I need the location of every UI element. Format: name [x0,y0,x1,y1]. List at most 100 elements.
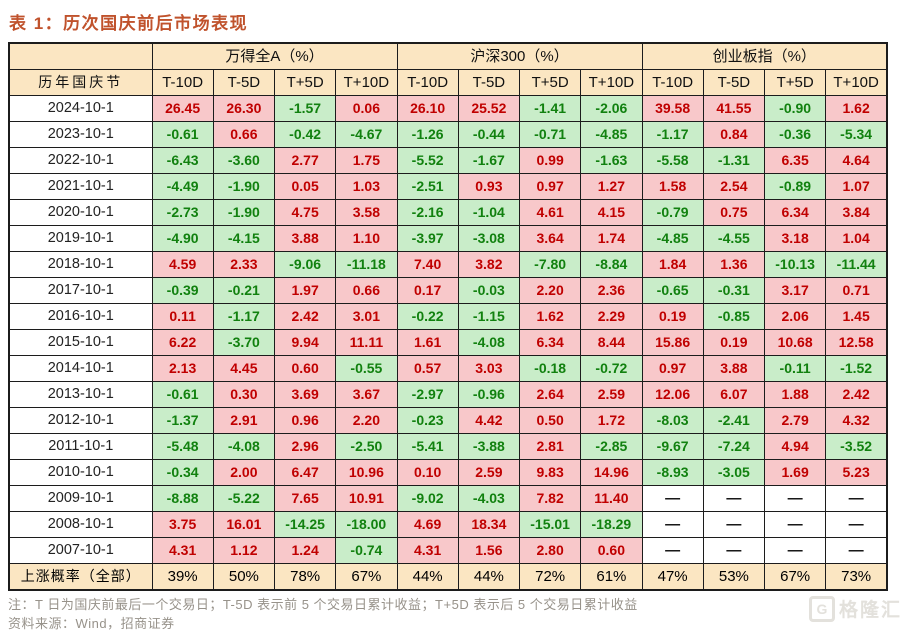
value-cell: -0.55 [336,356,397,382]
summary-row: 上涨概率（全部）39%50%78%67%44%44%72%61%47%53%67… [9,564,887,591]
value-cell: 0.97 [520,174,581,200]
value-cell: -5.41 [397,434,458,460]
footnote-definition: 注：T 日为国庆前最后一个交易日；T-5D 表示前 5 个交易日累计收益；T+5… [8,596,902,615]
value-cell: 0.60 [581,538,642,564]
value-cell: -0.22 [397,304,458,330]
sub-header-row: 历年国庆节 T-10D T-5D T+5D T+10D T-10D T-5D T… [9,70,887,96]
value-cell: -6.43 [152,148,213,174]
value-cell: 0.84 [703,122,764,148]
value-cell: 1.07 [826,174,887,200]
value-cell: -9.02 [397,486,458,512]
value-cell: — [703,538,764,564]
value-cell: 2.29 [581,304,642,330]
value-cell: -1.26 [397,122,458,148]
value-cell: -1.04 [458,200,519,226]
value-cell: -0.03 [458,278,519,304]
date-cell: 2011-10-1 [9,434,152,460]
value-cell: 1.36 [703,252,764,278]
value-cell: -3.52 [826,434,887,460]
value-cell: 2.59 [458,460,519,486]
value-cell: -1.57 [275,96,336,122]
value-cell: -4.85 [581,122,642,148]
value-cell: 6.22 [152,330,213,356]
value-cell: — [642,538,703,564]
value-cell: -3.60 [213,148,274,174]
value-cell: 2.36 [581,278,642,304]
value-cell: 2.00 [213,460,274,486]
date-cell: 2022-10-1 [9,148,152,174]
value-cell: -4.55 [703,226,764,252]
col-header: T-10D [642,70,703,96]
value-cell: -3.97 [397,226,458,252]
value-cell: -8.88 [152,486,213,512]
value-cell: 4.69 [397,512,458,538]
value-cell: -0.21 [213,278,274,304]
value-cell: 7.82 [520,486,581,512]
value-cell: 2.20 [520,278,581,304]
value-cell: 1.03 [336,174,397,200]
value-cell: -2.73 [152,200,213,226]
value-cell: 0.99 [520,148,581,174]
date-cell: 2014-10-1 [9,356,152,382]
value-cell: 4.61 [520,200,581,226]
value-cell: 0.17 [397,278,458,304]
value-cell: 2.91 [213,408,274,434]
summary-value-cell: 67% [336,564,397,591]
value-cell: -1.31 [703,148,764,174]
value-cell: -0.79 [642,200,703,226]
value-cell: -0.65 [642,278,703,304]
value-cell: -4.90 [152,226,213,252]
date-cell: 2017-10-1 [9,278,152,304]
value-cell: -9.67 [642,434,703,460]
value-cell: 25.52 [458,96,519,122]
value-cell: 4.32 [826,408,887,434]
value-cell: -4.08 [458,330,519,356]
value-cell: 3.82 [458,252,519,278]
value-cell: 4.31 [152,538,213,564]
value-cell: 1.88 [765,382,826,408]
value-cell: -18.29 [581,512,642,538]
value-cell: -0.96 [458,382,519,408]
value-cell: 0.50 [520,408,581,434]
value-cell: 4.42 [458,408,519,434]
value-cell: 1.12 [213,538,274,564]
value-cell: 6.34 [765,200,826,226]
value-cell: -11.44 [826,252,887,278]
value-cell: 26.10 [397,96,458,122]
value-cell: 2.42 [826,382,887,408]
value-cell: — [765,538,826,564]
value-cell: 2.64 [520,382,581,408]
summary-value-cell: 67% [765,564,826,591]
value-cell: 1.72 [581,408,642,434]
value-cell: -2.16 [397,200,458,226]
col-header: T-5D [458,70,519,96]
summary-value-cell: 44% [458,564,519,591]
value-cell: -18.00 [336,512,397,538]
value-cell: -0.34 [152,460,213,486]
value-cell: -4.49 [152,174,213,200]
value-cell: -0.72 [581,356,642,382]
value-cell: -0.36 [765,122,826,148]
value-cell: -0.42 [275,122,336,148]
value-cell: -4.03 [458,486,519,512]
value-cell: 1.04 [826,226,887,252]
value-cell: -8.84 [581,252,642,278]
value-cell: 1.84 [642,252,703,278]
value-cell: 2.13 [152,356,213,382]
value-cell: — [826,512,887,538]
value-cell: 2.96 [275,434,336,460]
value-cell: 1.69 [765,460,826,486]
summary-value-cell: 61% [581,564,642,591]
value-cell: -0.18 [520,356,581,382]
value-cell: 11.11 [336,330,397,356]
